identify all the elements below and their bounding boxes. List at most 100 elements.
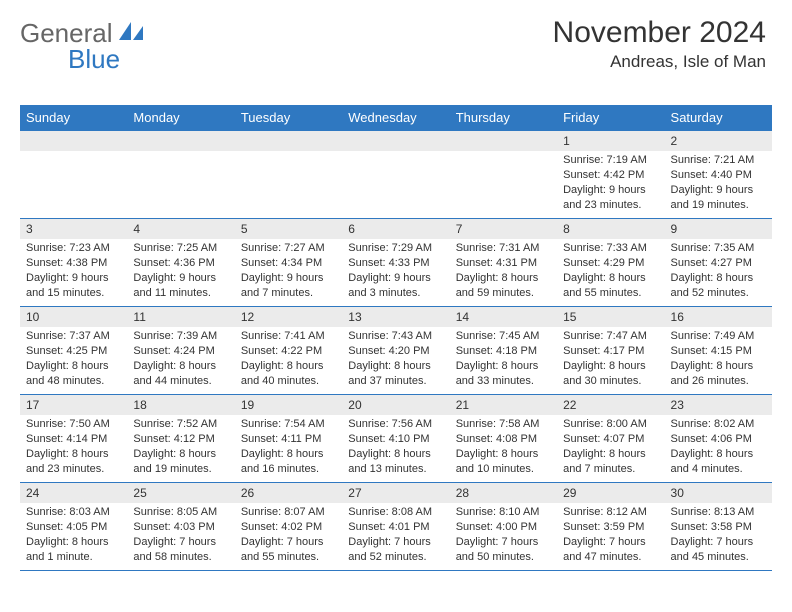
day-info-empty (235, 151, 342, 206)
day-number: 29 (557, 483, 664, 503)
day-number-empty (235, 131, 342, 151)
calendar-cell: 30Sunrise: 8:13 AMSunset: 3:58 PMDayligh… (665, 483, 772, 571)
calendar-cell: 5Sunrise: 7:27 AMSunset: 4:34 PMDaylight… (235, 219, 342, 307)
day-number: 12 (235, 307, 342, 327)
day-info: Sunrise: 8:00 AMSunset: 4:07 PMDaylight:… (557, 415, 664, 480)
day-number: 23 (665, 395, 772, 415)
day-number: 21 (450, 395, 557, 415)
day-info: Sunrise: 7:52 AMSunset: 4:12 PMDaylight:… (127, 415, 234, 480)
calendar-row: 1Sunrise: 7:19 AMSunset: 4:42 PMDaylight… (20, 131, 772, 219)
day-info: Sunrise: 7:39 AMSunset: 4:24 PMDaylight:… (127, 327, 234, 392)
calendar-body: 1Sunrise: 7:19 AMSunset: 4:42 PMDaylight… (20, 131, 772, 571)
day-info: Sunrise: 7:29 AMSunset: 4:33 PMDaylight:… (342, 239, 449, 304)
calendar-cell (127, 131, 234, 219)
weekday-header: Saturday (665, 105, 772, 131)
calendar-cell: 8Sunrise: 7:33 AMSunset: 4:29 PMDaylight… (557, 219, 664, 307)
day-info: Sunrise: 8:08 AMSunset: 4:01 PMDaylight:… (342, 503, 449, 568)
calendar-cell: 16Sunrise: 7:49 AMSunset: 4:15 PMDayligh… (665, 307, 772, 395)
day-number-empty (20, 131, 127, 151)
day-number: 26 (235, 483, 342, 503)
calendar-cell (20, 131, 127, 219)
day-info: Sunrise: 7:33 AMSunset: 4:29 PMDaylight:… (557, 239, 664, 304)
day-info: Sunrise: 8:07 AMSunset: 4:02 PMDaylight:… (235, 503, 342, 568)
day-number: 27 (342, 483, 449, 503)
calendar-cell: 3Sunrise: 7:23 AMSunset: 4:38 PMDaylight… (20, 219, 127, 307)
day-info: Sunrise: 7:43 AMSunset: 4:20 PMDaylight:… (342, 327, 449, 392)
calendar-cell: 1Sunrise: 7:19 AMSunset: 4:42 PMDaylight… (557, 131, 664, 219)
calendar-cell: 28Sunrise: 8:10 AMSunset: 4:00 PMDayligh… (450, 483, 557, 571)
calendar-cell: 9Sunrise: 7:35 AMSunset: 4:27 PMDaylight… (665, 219, 772, 307)
calendar-cell: 29Sunrise: 8:12 AMSunset: 3:59 PMDayligh… (557, 483, 664, 571)
calendar-cell: 12Sunrise: 7:41 AMSunset: 4:22 PMDayligh… (235, 307, 342, 395)
calendar-cell: 4Sunrise: 7:25 AMSunset: 4:36 PMDaylight… (127, 219, 234, 307)
calendar-cell: 7Sunrise: 7:31 AMSunset: 4:31 PMDaylight… (450, 219, 557, 307)
calendar-cell: 23Sunrise: 8:02 AMSunset: 4:06 PMDayligh… (665, 395, 772, 483)
weekday-header-row: Sunday Monday Tuesday Wednesday Thursday… (20, 105, 772, 131)
day-number: 10 (20, 307, 127, 327)
calendar-cell: 19Sunrise: 7:54 AMSunset: 4:11 PMDayligh… (235, 395, 342, 483)
calendar-cell: 17Sunrise: 7:50 AMSunset: 4:14 PMDayligh… (20, 395, 127, 483)
day-number: 8 (557, 219, 664, 239)
day-info: Sunrise: 7:41 AMSunset: 4:22 PMDaylight:… (235, 327, 342, 392)
day-number: 16 (665, 307, 772, 327)
calendar-cell: 13Sunrise: 7:43 AMSunset: 4:20 PMDayligh… (342, 307, 449, 395)
day-info: Sunrise: 7:27 AMSunset: 4:34 PMDaylight:… (235, 239, 342, 304)
day-info-empty (450, 151, 557, 206)
day-number: 14 (450, 307, 557, 327)
day-number: 2 (665, 131, 772, 151)
calendar-cell: 25Sunrise: 8:05 AMSunset: 4:03 PMDayligh… (127, 483, 234, 571)
calendar-row: 17Sunrise: 7:50 AMSunset: 4:14 PMDayligh… (20, 395, 772, 483)
calendar-cell: 20Sunrise: 7:56 AMSunset: 4:10 PMDayligh… (342, 395, 449, 483)
calendar-cell: 6Sunrise: 7:29 AMSunset: 4:33 PMDaylight… (342, 219, 449, 307)
day-number: 1 (557, 131, 664, 151)
calendar-cell: 10Sunrise: 7:37 AMSunset: 4:25 PMDayligh… (20, 307, 127, 395)
day-number: 3 (20, 219, 127, 239)
calendar-cell: 11Sunrise: 7:39 AMSunset: 4:24 PMDayligh… (127, 307, 234, 395)
day-number: 6 (342, 219, 449, 239)
calendar-cell (450, 131, 557, 219)
day-info: Sunrise: 8:13 AMSunset: 3:58 PMDaylight:… (665, 503, 772, 568)
day-info: Sunrise: 8:03 AMSunset: 4:05 PMDaylight:… (20, 503, 127, 568)
calendar-cell (235, 131, 342, 219)
day-info: Sunrise: 7:47 AMSunset: 4:17 PMDaylight:… (557, 327, 664, 392)
day-info: Sunrise: 7:23 AMSunset: 4:38 PMDaylight:… (20, 239, 127, 304)
day-number-empty (450, 131, 557, 151)
day-info: Sunrise: 7:35 AMSunset: 4:27 PMDaylight:… (665, 239, 772, 304)
day-info: Sunrise: 7:58 AMSunset: 4:08 PMDaylight:… (450, 415, 557, 480)
day-number: 22 (557, 395, 664, 415)
day-number: 25 (127, 483, 234, 503)
day-number-empty (342, 131, 449, 151)
day-info: Sunrise: 7:49 AMSunset: 4:15 PMDaylight:… (665, 327, 772, 392)
header-right: November 2024 Andreas, Isle of Man (553, 16, 766, 72)
day-info: Sunrise: 7:19 AMSunset: 4:42 PMDaylight:… (557, 151, 664, 216)
calendar-cell: 27Sunrise: 8:08 AMSunset: 4:01 PMDayligh… (342, 483, 449, 571)
day-info-empty (342, 151, 449, 206)
page-subtitle: Andreas, Isle of Man (553, 52, 766, 72)
calendar-cell (342, 131, 449, 219)
day-number: 28 (450, 483, 557, 503)
day-number: 30 (665, 483, 772, 503)
day-number: 13 (342, 307, 449, 327)
day-info: Sunrise: 8:12 AMSunset: 3:59 PMDaylight:… (557, 503, 664, 568)
day-info: Sunrise: 8:02 AMSunset: 4:06 PMDaylight:… (665, 415, 772, 480)
calendar-table: Sunday Monday Tuesday Wednesday Thursday… (20, 105, 772, 571)
calendar-cell: 15Sunrise: 7:47 AMSunset: 4:17 PMDayligh… (557, 307, 664, 395)
weekday-header: Sunday (20, 105, 127, 131)
day-number: 18 (127, 395, 234, 415)
day-info: Sunrise: 8:10 AMSunset: 4:00 PMDaylight:… (450, 503, 557, 568)
day-number: 15 (557, 307, 664, 327)
day-info: Sunrise: 7:56 AMSunset: 4:10 PMDaylight:… (342, 415, 449, 480)
day-info: Sunrise: 7:45 AMSunset: 4:18 PMDaylight:… (450, 327, 557, 392)
day-info-empty (20, 151, 127, 206)
page-title: November 2024 (553, 16, 766, 50)
weekday-header: Wednesday (342, 105, 449, 131)
logo-text-2: Blue (68, 44, 120, 74)
calendar-cell: 24Sunrise: 8:03 AMSunset: 4:05 PMDayligh… (20, 483, 127, 571)
day-info-empty (127, 151, 234, 206)
weekday-header: Tuesday (235, 105, 342, 131)
day-number: 7 (450, 219, 557, 239)
calendar-cell: 18Sunrise: 7:52 AMSunset: 4:12 PMDayligh… (127, 395, 234, 483)
calendar-row: 10Sunrise: 7:37 AMSunset: 4:25 PMDayligh… (20, 307, 772, 395)
day-info: Sunrise: 8:05 AMSunset: 4:03 PMDaylight:… (127, 503, 234, 568)
weekday-header: Thursday (450, 105, 557, 131)
